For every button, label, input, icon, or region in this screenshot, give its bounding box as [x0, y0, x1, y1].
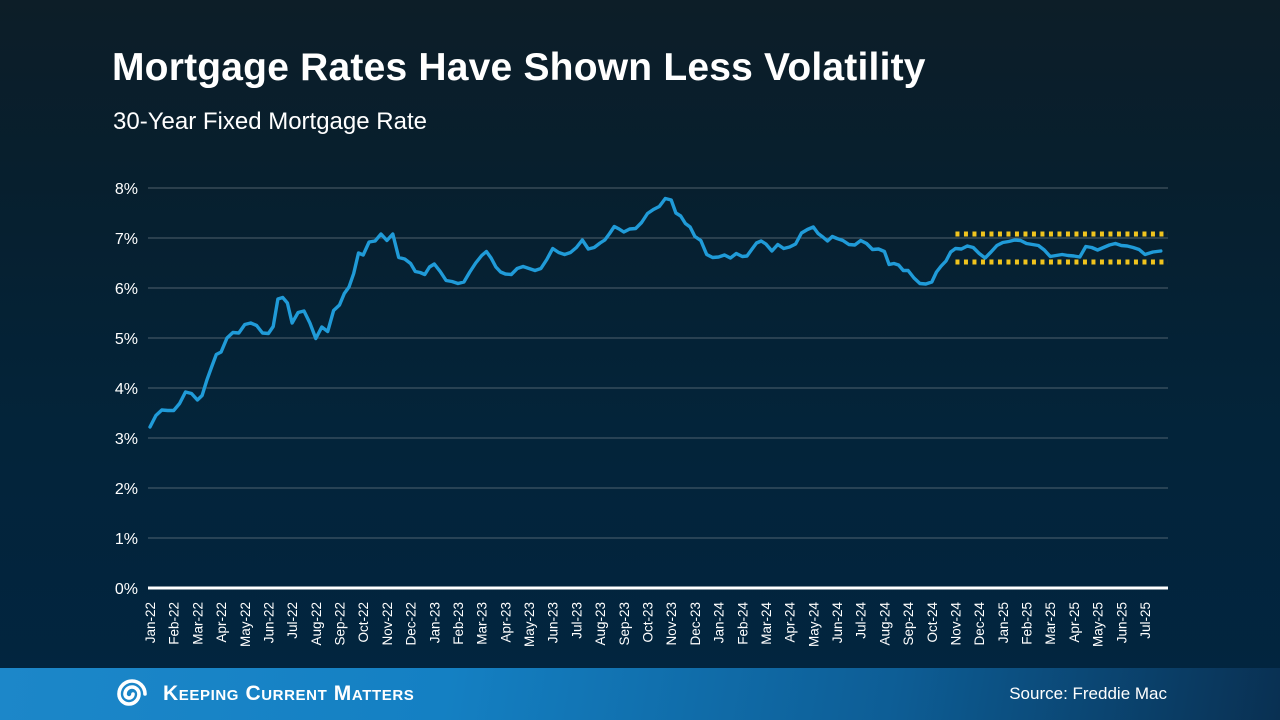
- page-title: Mortgage Rates Have Shown Less Volatilit…: [112, 46, 926, 89]
- x-tick-label: Jan-23: [427, 602, 442, 643]
- footer-bar: Keeping Current Matters Source: Freddie …: [0, 668, 1280, 720]
- x-tick-label: Oct-24: [925, 602, 940, 643]
- x-tick-label: Jul-23: [569, 602, 584, 639]
- x-tick-label: Feb-25: [1020, 602, 1035, 645]
- x-tick-label: Sep-22: [333, 602, 348, 646]
- x-tick-label: Jun-22: [261, 602, 276, 643]
- y-tick-label: 8%: [115, 181, 138, 198]
- x-tick-label: Jul-24: [854, 602, 869, 639]
- x-tick-label: Jul-25: [1138, 602, 1153, 639]
- x-tick-label: Oct-22: [356, 602, 371, 643]
- x-tick-label: May-24: [806, 602, 821, 648]
- y-tick-label: 1%: [115, 531, 138, 548]
- kcm-logo: Keeping Current Matters: [112, 674, 414, 714]
- y-tick-label: 4%: [115, 381, 138, 398]
- x-tick-label: Nov-22: [380, 602, 395, 646]
- brand-name: Keeping Current Matters: [163, 682, 415, 705]
- x-tick-label: Feb-22: [167, 602, 182, 645]
- x-tick-label: Jul-22: [285, 602, 300, 639]
- x-tick-label: Jun-24: [830, 602, 845, 644]
- x-tick-label: Mar-25: [1043, 602, 1058, 645]
- x-tick-label: Apr-24: [783, 602, 798, 643]
- x-tick-label: Jan-22: [143, 602, 158, 643]
- x-tick-label: May-23: [522, 602, 537, 647]
- y-tick-label: 0%: [115, 581, 138, 598]
- x-tick-label: Nov-23: [664, 602, 679, 646]
- kcm-spiral-icon: [117, 679, 147, 706]
- x-tick-label: Feb-23: [451, 602, 466, 645]
- x-tick-label: Jan-25: [996, 602, 1011, 643]
- rate-line: [148, 196, 1163, 429]
- y-tick-label: 6%: [115, 281, 138, 298]
- x-tick-label: Apr-25: [1067, 602, 1082, 643]
- y-tick-label: 5%: [115, 331, 138, 348]
- page-subtitle: 30-Year Fixed Mortgage Rate: [113, 108, 427, 135]
- x-tick-label: Jan-24: [712, 602, 727, 644]
- x-tick-label: Mar-22: [190, 602, 205, 645]
- x-tick-label: Dec-22: [404, 602, 419, 646]
- x-tick-label: Jun-25: [1114, 602, 1129, 643]
- x-tick-label: Mar-24: [759, 602, 774, 645]
- x-tick-label: Dec-24: [972, 602, 987, 646]
- x-tick-label: Apr-22: [214, 602, 229, 643]
- y-tick-label: 7%: [115, 231, 138, 248]
- x-tick-label: May-22: [238, 602, 253, 647]
- x-tick-label: Aug-23: [593, 602, 608, 646]
- x-tick-label: Sep-23: [617, 602, 632, 646]
- mortgage-rate-line-chart: 0% 1% 2% 3% 4% 5% 6% 7% 8% Jan-22 Feb-22 Mar-22 Apr-…: [115, 181, 1168, 648]
- source-label: Source: Freddie Mac: [1009, 684, 1167, 703]
- x-tick-label: Jun-23: [546, 602, 561, 643]
- y-tick-label: 3%: [115, 431, 138, 448]
- x-tick-label: Sep-24: [901, 602, 916, 646]
- x-tick-label: Aug-24: [877, 602, 892, 646]
- x-tick-label: Feb-24: [735, 602, 750, 645]
- y-tick-label: 2%: [115, 481, 138, 498]
- x-tick-label: Aug-22: [309, 602, 324, 646]
- x-tick-label: Oct-23: [640, 602, 655, 643]
- x-tick-label: Apr-23: [498, 602, 513, 643]
- x-tick-label: May-25: [1091, 602, 1106, 647]
- x-tick-label: Dec-23: [688, 602, 703, 646]
- x-tick-label: Nov-24: [948, 602, 963, 646]
- x-tick-label: Mar-23: [475, 602, 490, 645]
